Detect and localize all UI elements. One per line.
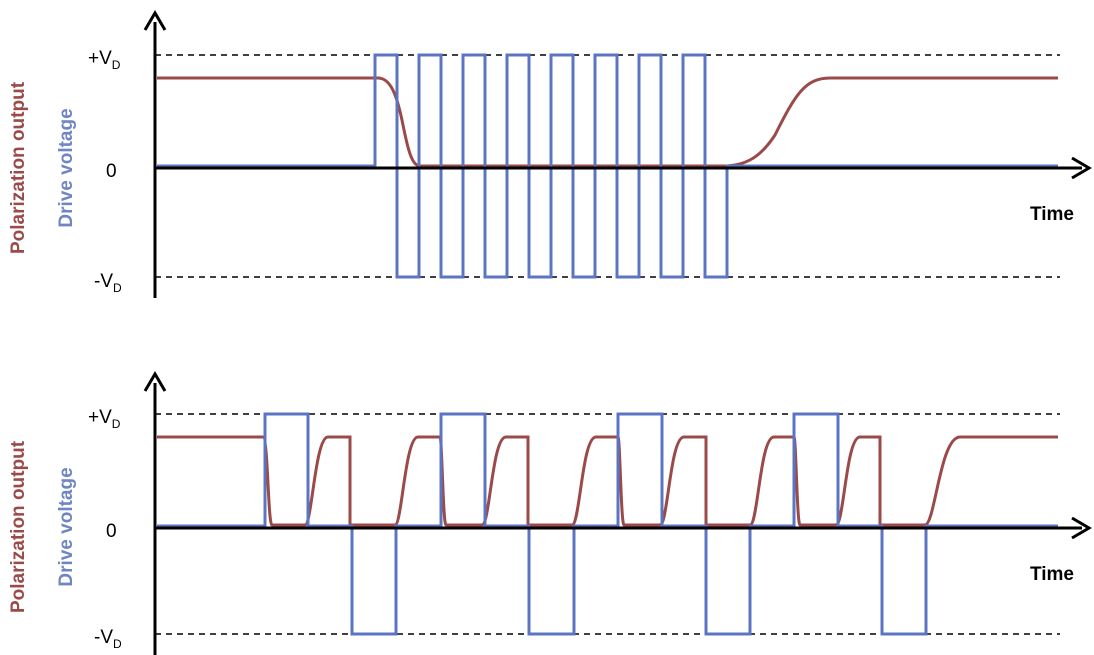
top-x-axis-arrow (1071, 156, 1092, 180)
top-y-axis-arrow (143, 10, 167, 31)
bottom-zero-level-label: 0 (106, 521, 117, 542)
bottom-polarization-axis-label: Polarization output (8, 440, 29, 613)
top-pos-level-label: +VD (88, 48, 121, 72)
bottom-drive-axis-label: Drive voltage (56, 467, 77, 586)
bottom-y-axis-arrow (143, 371, 167, 392)
bottom-x-axis-arrow (1071, 516, 1092, 540)
top-drive-voltage-curve (157, 53, 1058, 279)
bottom-drive-voltage-curve (157, 412, 1058, 636)
bottom-neg-level-label: -VD (94, 627, 122, 651)
bottom-x-axis-label: Time (1030, 564, 1074, 585)
top-polarization-axis-label: Polarization output (8, 81, 29, 254)
bottom-pos-level-label: +VD (88, 407, 121, 431)
top-x-axis-label: Time (1030, 204, 1074, 225)
top-drive-axis-label: Drive voltage (56, 108, 77, 227)
bottom-polarization-curve (157, 435, 1058, 527)
bottom-panel: +VD 0 -VD Time Polarization output Drive… (8, 371, 1092, 655)
top-zero-level-label: 0 (106, 161, 117, 182)
top-panel: +VD 0 -VD Time Polarization output Drive… (8, 10, 1092, 298)
top-polarization-curve (157, 76, 1058, 168)
top-neg-level-label: -VD (94, 271, 122, 295)
